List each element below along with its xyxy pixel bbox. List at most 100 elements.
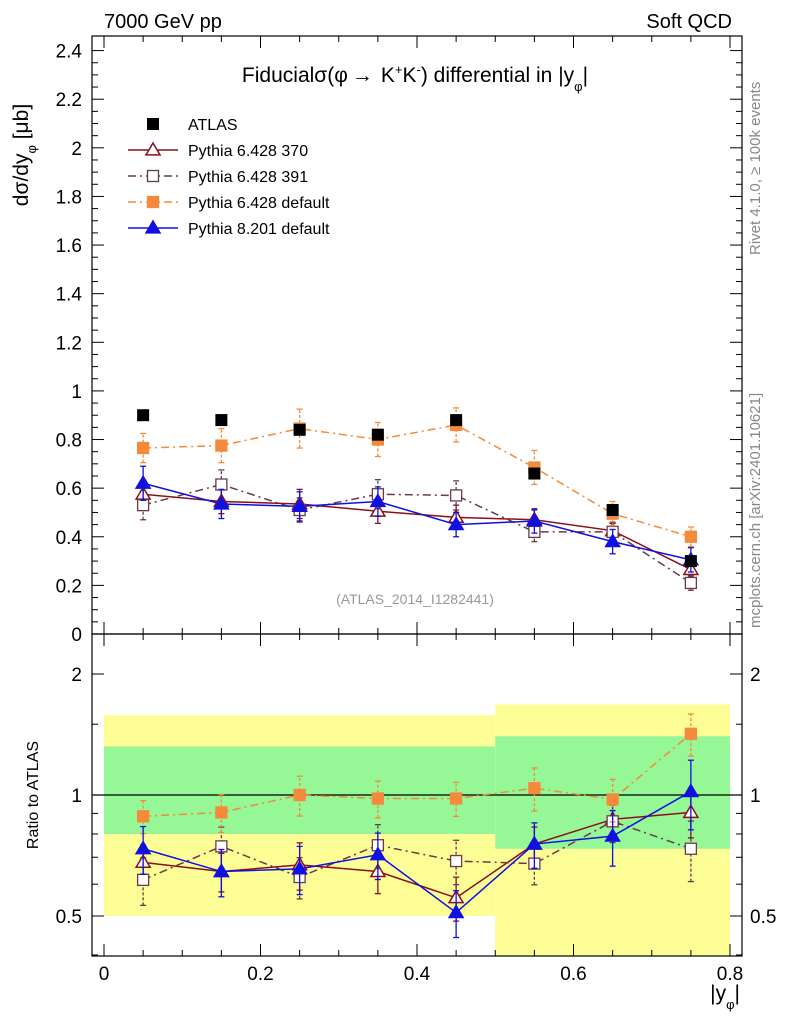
atlas-data-point: [606, 504, 619, 517]
ratio-panel: 0.5 0.5 1 1 2 2 0 0.2 0.4 0.6 0.8: [56, 634, 776, 985]
legend-label: Pythia 6.428 370: [188, 143, 308, 160]
main-ytick-label: 0.2: [56, 576, 82, 597]
data-point: [136, 499, 150, 512]
xlabel-a: |y: [710, 982, 726, 1005]
title-close: |: [583, 64, 588, 87]
ratio-ytick-label-right: 0.5: [750, 907, 776, 928]
main-ytick-label: 1: [71, 382, 82, 403]
main-ytick-label: 1.8: [56, 187, 82, 208]
ratio-xtick-label: 0.6: [560, 964, 586, 985]
title-prefix: Fiducial: [242, 64, 314, 87]
main-ylabel: dσ/dyφ [μb]: [10, 104, 39, 206]
series-line-pythia-6-428-391: [142, 483, 692, 584]
title-rest: ) differential in |y: [421, 64, 575, 87]
title-k1: K: [381, 64, 395, 87]
ratio-point: [215, 806, 228, 819]
title-sigma: σ(φ: [314, 64, 348, 87]
ratio-ylabel: Ratio to ATLAS: [25, 741, 42, 849]
data-point: [449, 489, 463, 502]
main-ytick-label: 1.4: [56, 285, 83, 306]
ratio-point: [213, 863, 230, 878]
header-right: Soft QCD: [646, 11, 732, 33]
series-line-pythia-6-428-default: [143, 424, 692, 538]
legend-marker: [144, 219, 162, 234]
ylabel-b: [μb]: [10, 104, 33, 145]
ratio-line-pythia-6-428-391: [142, 820, 692, 881]
data-point: [604, 533, 621, 548]
atlas-data-point: [293, 423, 306, 436]
ratio-point: [136, 873, 150, 887]
ratio-point: [528, 782, 541, 795]
atlas-data-point: [528, 467, 541, 480]
ratio-xtick-label: 0.4: [404, 964, 431, 985]
mcplots-label: mcplots.cern.ch [arXiv:2401.10621]: [747, 393, 764, 628]
data-point: [447, 516, 465, 531]
ratio-point: [682, 783, 700, 798]
legend-marker: [146, 169, 160, 183]
title-plus: +: [395, 62, 403, 77]
ratio-point: [526, 835, 543, 850]
series-line-pythia-6-428-370: [143, 493, 692, 571]
legend-marker-atlas: [147, 118, 159, 130]
legend-label: Pythia 6.428 391: [188, 169, 308, 186]
ratio-point: [134, 840, 152, 855]
atlas-data-point: [371, 428, 384, 441]
ratio-xtick-label: 0.8: [717, 964, 743, 985]
main-ytick-label: 0.8: [56, 431, 82, 452]
data-point: [136, 441, 150, 455]
ratio-frame: [91, 633, 743, 957]
ratio-xtick-label: 0: [99, 964, 110, 985]
main-ytick-label: 1.6: [56, 236, 82, 257]
ratio-point: [136, 810, 150, 823]
data-point: [684, 576, 698, 590]
ratio-point: [293, 788, 306, 802]
ratio-line-pythia-6-428-default: [143, 733, 692, 818]
ratio-point: [604, 827, 621, 842]
ratio-point: [449, 854, 463, 868]
ratio-ytick-label: 0.5: [56, 907, 82, 928]
data-point: [134, 474, 152, 489]
xlabel-b: |: [735, 982, 740, 1005]
ratio-bands: [92, 704, 742, 956]
series-line-pythia-8-201-default: [142, 482, 692, 561]
ratio-ytick-label-right: 2: [750, 665, 761, 686]
atlas-data-point: [137, 409, 150, 422]
legend-label: ATLAS: [188, 117, 238, 134]
main-ytick-label: 0: [71, 625, 82, 646]
legend-marker: [146, 195, 160, 209]
data-point: [369, 493, 387, 508]
data-point: [215, 439, 228, 452]
ratio-point: [684, 727, 698, 740]
ylabel-sub: φ: [24, 145, 39, 153]
atlas-data-point: [215, 414, 228, 427]
legend: ATLAS Pythia 6.428 370 Pythia 6.428 391 Pyt…: [128, 117, 330, 238]
data-point: [291, 497, 308, 513]
main-ytick-label: 1.2: [56, 333, 82, 354]
ratio-point: [371, 792, 385, 805]
ratio-xtick-label: 0.2: [247, 964, 273, 985]
legend-marker: [144, 141, 162, 156]
rivet-label: Rivet 4.1.0, ≥ 100k events: [747, 82, 764, 255]
legend-label: Pythia 6.428 default: [188, 195, 330, 212]
ratio-point: [449, 792, 463, 805]
title-minus: -: [417, 62, 421, 77]
xlabel-sub: φ: [726, 997, 734, 1012]
data-point: [213, 495, 230, 510]
data-point: [526, 512, 543, 527]
main-panel: 0 0.2 0.4 0.6 0.8 1 1.2 1.4 1.6 1.8 2 2.2 2.4: [56, 36, 742, 646]
main-ytick-label: 0.4: [56, 528, 83, 549]
ratio-line-pythia-8-201-default: [142, 790, 692, 914]
data-point: [684, 530, 698, 543]
x-axis-label: |yφ|: [710, 982, 740, 1012]
ratio-ytick-label: 1: [71, 786, 82, 807]
analysis-watermark: (ATLAS_2014_I1282441): [336, 591, 494, 607]
ratio-point: [606, 793, 619, 806]
main-ytick-label: 2.4: [56, 42, 83, 63]
ratio-point: [291, 860, 308, 875]
ratio-point: [369, 846, 387, 861]
main-ytick-label: 0.6: [56, 479, 82, 500]
title-arrow: →: [352, 64, 373, 87]
title-k2: K: [402, 64, 416, 87]
main-ytick-label: 2: [71, 139, 82, 160]
